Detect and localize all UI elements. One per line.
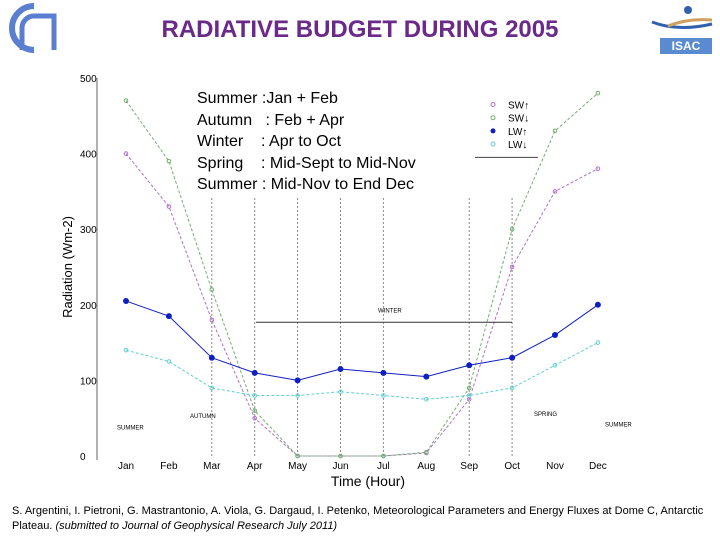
autumn-label: AUTUMN [190,414,216,420]
y-tick-label: 100 [80,376,97,387]
data-point [123,151,129,156]
data-point [595,340,601,345]
data-point [209,317,215,323]
x-tick-label: Jun [332,461,348,472]
x-tick-label: May [288,461,307,472]
data-point [552,189,558,194]
season-row: Winter : Apr to Oct [197,133,342,150]
data-point [509,385,515,391]
data-point [123,98,129,103]
data-point [466,393,472,398]
data-point [208,354,215,361]
legend-marker [490,101,496,107]
y-tick-label: 0 [80,452,86,463]
data-point [294,377,301,384]
cnr-logo [9,3,57,53]
x-axis-label: Time (Hour) [331,473,405,489]
data-point [381,393,386,398]
legend-label: SW↑ [508,100,529,111]
data-point [123,298,129,305]
data-point [252,408,257,413]
legend-label: LW↑ [508,127,527,138]
data-point [123,347,129,353]
data-point [380,369,387,376]
x-tick-label: Mar [203,461,221,472]
page-title: RADIATIVE BUDGET DURING 2005 [161,16,559,43]
citation: S. Argentini, I. Pietroni, G. Mastranton… [12,505,704,532]
data-point [165,313,172,320]
x-tick-label: Jan [118,461,134,472]
data-point [338,453,343,459]
data-point [338,389,343,395]
data-point [295,393,300,398]
legend-label: LW↓ [508,140,527,151]
data-point [595,90,601,96]
y-axis-label: Radiation (Wm-2) [60,216,75,318]
data-point [209,287,215,292]
season-row: Summer : Mid-Nov to End Dec [197,176,414,193]
winter-label: WINTER [378,308,402,314]
x-tick-label: Nov [546,461,564,472]
data-point [381,453,386,459]
season-row: Spring : Mid-Sept to Mid-Nov [197,154,416,172]
data-point [424,449,429,455]
radiation-chart: 0 100 200 300 400 500 Jan Feb Mar Apr May Jun Jul Aug… [60,74,632,489]
data-point [595,166,601,172]
x-tick-label: Sep [460,461,478,472]
data-point [509,226,515,232]
data-point [166,158,172,164]
x-tick-label: Apr [247,461,263,472]
data-point [252,393,257,398]
data-point [252,415,257,421]
data-point [552,332,558,339]
data-point [594,301,601,308]
data-point [466,362,473,369]
data-point [337,366,344,373]
season-row: Summer :Jan + Feb [197,90,338,107]
y-tick-label: 400 [80,150,97,161]
x-tick-label: Aug [417,461,435,472]
y-tick-label: 300 [80,225,97,236]
legend-marker [490,115,496,121]
legend-marker [490,141,496,147]
summer-label: SUMMER [605,423,632,429]
season-legend: Summer :Jan + Feb Autumn : Feb + Apr Win… [197,88,416,196]
data-point [552,128,558,134]
data-point [509,354,516,361]
data-point [423,373,430,380]
data-point [209,385,215,391]
data-point [166,204,172,209]
isac-logo [651,6,713,29]
data-point [509,264,515,270]
legend-marker [490,128,496,134]
data-point [552,362,558,368]
isac-logo-text: ISAC [660,38,712,54]
legend-label: SW↓ [508,114,529,125]
data-point [466,385,472,391]
series-line [125,300,599,381]
season-row: Autumn : Feb + Apr [197,111,345,129]
x-tick-label: Dec [589,461,607,472]
series-line [125,153,599,457]
series-line [125,342,599,400]
y-tick-label: 200 [80,301,97,312]
x-tick-label: Oct [504,461,520,472]
x-tick-label: Jul [377,461,390,472]
data-point [166,359,172,364]
y-tick-label: 500 [80,74,97,85]
spring-label: SPRING [534,412,557,418]
series-line [125,92,599,457]
data-point [424,397,429,402]
data-point [251,369,258,376]
summer-label: SUMMER [117,426,144,432]
data-point [295,453,300,459]
x-tick-label: Feb [160,461,178,472]
